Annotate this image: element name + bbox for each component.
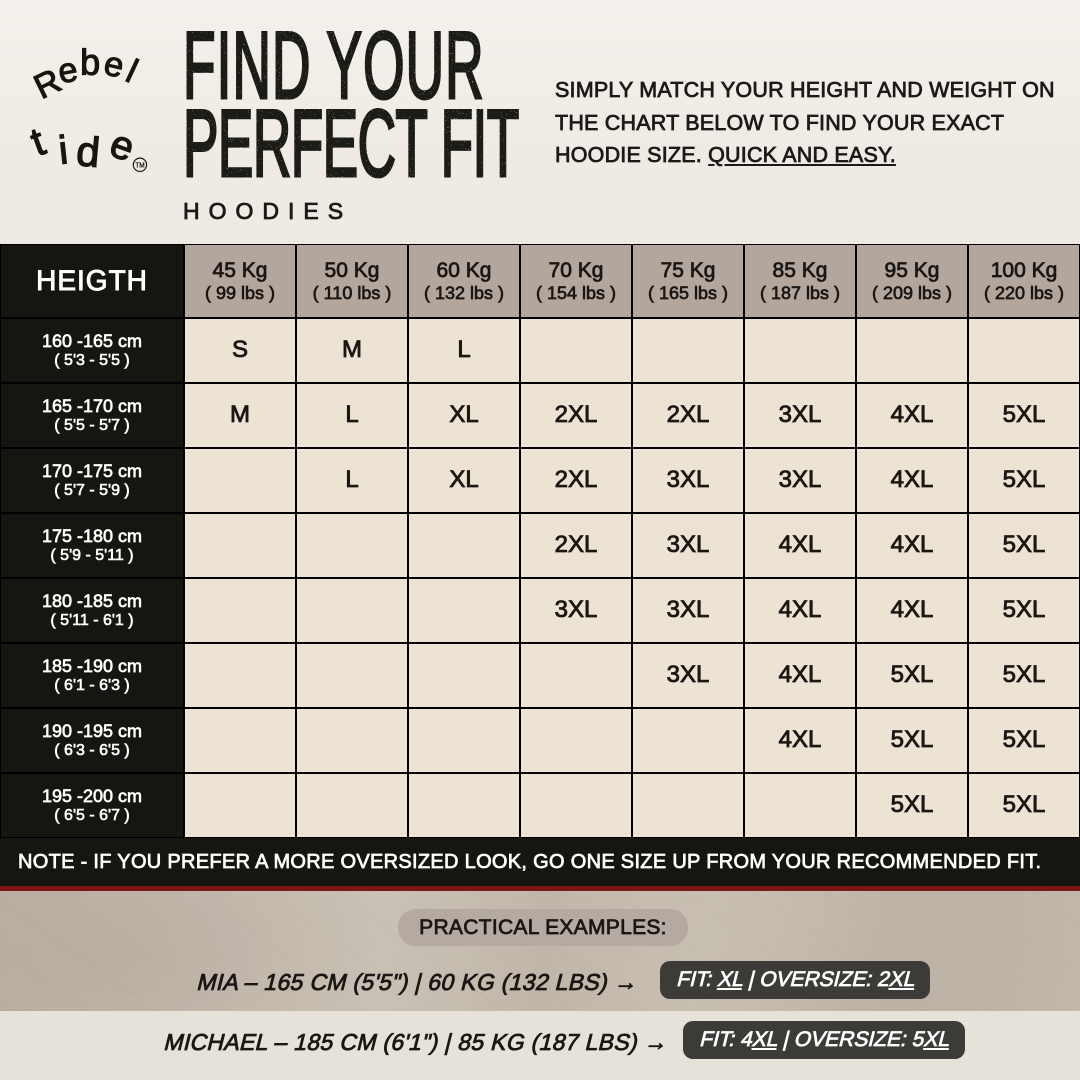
svg-text:b: b [80,42,100,83]
svg-text:t: t [25,119,52,165]
svg-text:d: d [75,127,102,176]
svg-text:i: i [57,128,70,173]
svg-text:TM: TM [135,162,145,170]
